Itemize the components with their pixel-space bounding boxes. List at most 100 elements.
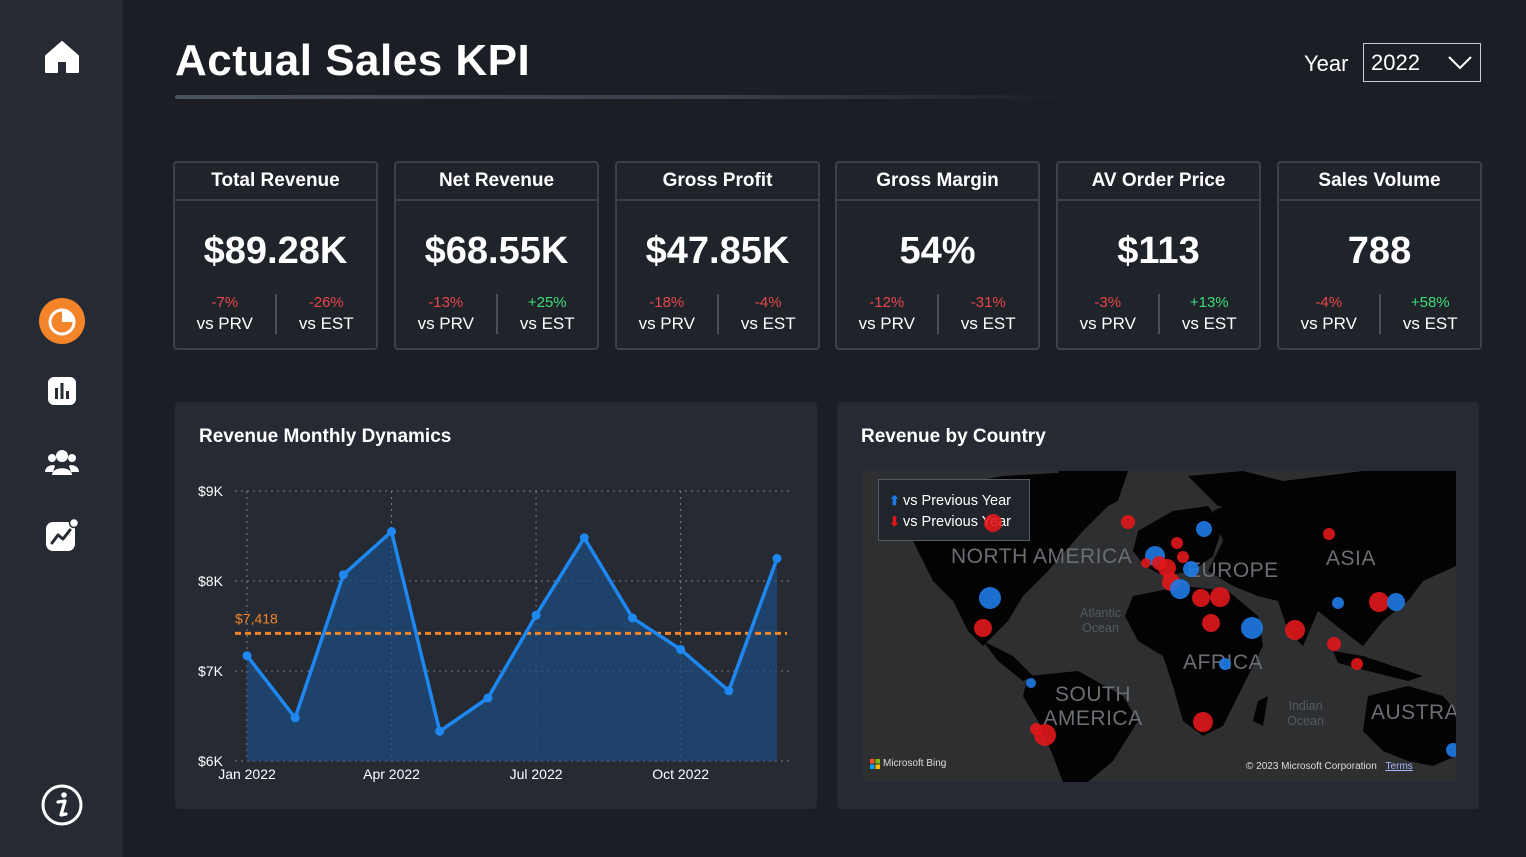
kpi-prv-pct: -7%	[211, 294, 239, 311]
kpi-vs-est: -31% vs EST	[939, 294, 1039, 336]
info-icon[interactable]	[36, 779, 88, 831]
x-tick-label: Jan 2022	[218, 766, 276, 782]
kpi-card[interactable]: AV Order Price $113 -3% vs PRV +13% vs E…	[1056, 161, 1261, 350]
panel-title: Revenue by Country	[861, 426, 1046, 447]
average-label: $7,418	[235, 610, 278, 626]
country-bubble[interactable]	[1171, 537, 1183, 549]
country-bubble[interactable]	[1121, 515, 1135, 529]
kpi-est-pct: +25%	[527, 294, 567, 311]
world-map[interactable]: ⬆ vs Previous Year ⬇ vs Previous Year NORT…	[863, 471, 1456, 782]
year-label: Year	[1304, 51, 1349, 76]
country-bubble[interactable]	[1446, 743, 1456, 757]
kpi-card[interactable]: Gross Profit $47.85K -18% vs PRV -4% vs …	[615, 161, 820, 350]
country-bubble[interactable]	[1327, 637, 1341, 651]
map-label-europe: EUROPE	[1187, 559, 1279, 582]
data-point	[435, 726, 445, 736]
country-bubble[interactable]	[1369, 592, 1389, 612]
terms-link[interactable]: Terms	[1385, 761, 1413, 772]
data-point	[242, 651, 252, 661]
country-bubble[interactable]	[1387, 593, 1405, 611]
kpi-card[interactable]: Sales Volume 788 -4% vs PRV +58% vs EST	[1277, 161, 1482, 350]
kpi-comparison: -12% vs PRV -31% vs EST	[837, 294, 1038, 336]
kpi-vs-prv: -4% vs PRV	[1279, 294, 1379, 336]
kpi-est-pct: +13%	[1189, 294, 1229, 311]
data-point	[627, 613, 637, 623]
country-bubble[interactable]	[1241, 617, 1263, 639]
kpi-divider	[495, 294, 498, 334]
country-bubble[interactable]	[1285, 620, 1305, 640]
copyright-text: © 2023 Microsoft Corporation	[1246, 761, 1377, 772]
country-bubble[interactable]	[1351, 658, 1363, 670]
data-point	[483, 693, 493, 703]
kpi-comparison: -13% vs PRV +25% vs EST	[396, 294, 597, 336]
chevron-down-icon	[1448, 55, 1472, 69]
kpi-card[interactable]: Gross Margin 54% -12% vs PRV -31% vs EST	[835, 161, 1040, 350]
kpi-value: 54%	[899, 230, 976, 272]
kpi-prv-pct: -18%	[649, 294, 685, 311]
country-bubble[interactable]	[1030, 723, 1042, 735]
main-area: Actual Sales KPI Year 2022 Total Revenue…	[123, 0, 1526, 857]
year-dropdown[interactable]: 2022	[1363, 43, 1481, 82]
kpi-comparison: -7% vs PRV -26% vs EST	[175, 294, 376, 336]
revenue-dynamics-panel: Revenue Monthly Dynamics $9K $8K $7K $6K Jan…	[175, 402, 817, 809]
bar-chart-icon[interactable]	[36, 365, 88, 417]
page-title: Actual Sales KPI	[175, 36, 531, 85]
kpi-est-label: vs EST	[960, 314, 1016, 333]
kpi-prv-pct: -3%	[1094, 294, 1122, 311]
country-bubble[interactable]	[1183, 561, 1199, 577]
country-bubble[interactable]	[974, 619, 992, 637]
kpi-comparison: -4% vs PRV +58% vs EST	[1279, 294, 1480, 336]
country-bubble[interactable]	[1170, 579, 1190, 599]
kpi-prv-label: vs PRV	[1300, 314, 1357, 333]
kpi-prv-label: vs PRV	[858, 314, 915, 333]
country-bubble[interactable]	[984, 514, 1002, 532]
kpi-card[interactable]: Total Revenue $89.28K -7% vs PRV -26% vs…	[173, 161, 378, 350]
kpi-est-label: vs EST	[519, 314, 575, 333]
kpi-vs-prv: -18% vs PRV	[617, 294, 717, 336]
country-bubble[interactable]	[1210, 587, 1230, 607]
kpi-value: $113	[1117, 230, 1200, 272]
kpi-title: Gross Margin	[837, 163, 1038, 201]
country-bubble[interactable]	[1196, 521, 1212, 537]
users-icon[interactable]	[36, 436, 88, 488]
country-bubble[interactable]	[1332, 597, 1344, 609]
country-bubble[interactable]	[1219, 658, 1231, 670]
kpi-prv-pct: -4%	[1315, 294, 1343, 311]
data-point	[387, 527, 397, 536]
kpi-est-label: vs EST	[1181, 314, 1237, 333]
kpi-est-label: vs EST	[1402, 314, 1458, 333]
y-tick-label: $8K	[198, 573, 224, 589]
kpi-vs-prv: -7% vs PRV	[175, 294, 275, 336]
trend-icon[interactable]	[36, 509, 88, 561]
map-label-australia: AUSTRALIA	[1371, 701, 1456, 724]
kpi-est-label: vs EST	[298, 314, 354, 333]
y-tick-label: $9K	[198, 483, 224, 499]
country-bubble[interactable]	[1323, 528, 1335, 540]
kpi-vs-prv: -3% vs PRV	[1058, 294, 1158, 336]
country-bubble[interactable]	[1026, 678, 1036, 688]
country-bubble[interactable]	[1177, 551, 1189, 563]
country-bubble[interactable]	[1152, 556, 1166, 570]
bing-logo: Microsoft Bing	[870, 758, 946, 769]
arrow-up-icon: ⬆	[889, 492, 900, 508]
legend-label: vs Previous Year	[903, 492, 1012, 509]
map-label-north-america: NORTH AMERICA	[951, 545, 1133, 568]
panel-title: Revenue Monthly Dynamics	[199, 426, 452, 447]
area-fill	[247, 531, 777, 761]
data-point	[724, 686, 734, 696]
country-bubble[interactable]	[979, 587, 1001, 609]
home-icon[interactable]	[36, 31, 88, 83]
pie-chart-icon[interactable]	[36, 295, 88, 347]
country-bubble[interactable]	[1202, 614, 1220, 632]
kpi-value: $68.55K	[424, 230, 569, 272]
country-bubble[interactable]	[1193, 712, 1213, 732]
country-bubble[interactable]	[1192, 589, 1210, 607]
x-tick-label: Apr 2022	[363, 766, 420, 782]
map-bubbles	[974, 514, 1456, 757]
country-bubble[interactable]	[1141, 558, 1151, 568]
kpi-value: $89.28K	[203, 230, 348, 272]
kpi-divider	[274, 294, 277, 334]
year-value: 2022	[1371, 49, 1420, 75]
kpi-card[interactable]: Net Revenue $68.55K -13% vs PRV +25% vs …	[394, 161, 599, 350]
